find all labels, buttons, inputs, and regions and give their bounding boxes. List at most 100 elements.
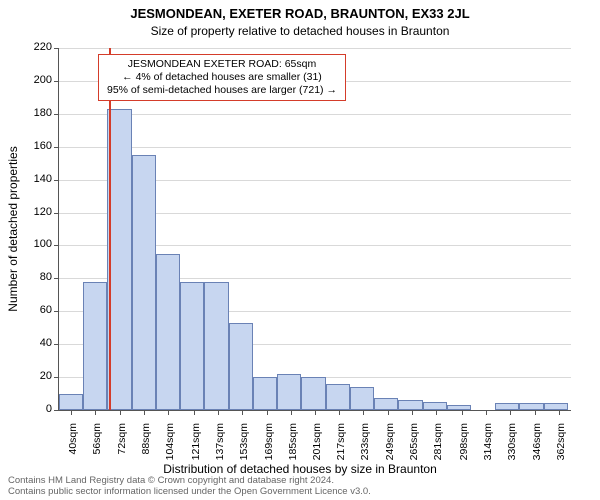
xtick-mark [363,410,364,415]
histogram-bar [519,403,543,410]
ytick-label: 220 [12,41,52,53]
xtick-mark [218,410,219,415]
ytick-label: 100 [12,238,52,250]
xtick-mark [486,410,487,415]
histogram-bar [423,402,447,410]
ytick-label: 40 [12,337,52,349]
ytick-label: 200 [12,74,52,86]
plot-area [58,48,571,411]
xtick-label: 330sqm [506,423,518,473]
xtick-mark [242,410,243,415]
xtick-mark [339,410,340,415]
ytick-mark [54,278,59,279]
xtick-mark [194,410,195,415]
ytick-mark [54,377,59,378]
xtick-mark [291,410,292,415]
xtick-label: 121sqm [190,423,202,473]
xtick-mark [436,410,437,415]
histogram-bar [59,394,83,410]
xtick-label: 40sqm [67,423,79,473]
ytick-mark [54,344,59,345]
ytick-label: 0 [12,403,52,415]
chart-subtitle: Size of property relative to detached ho… [0,24,600,38]
xtick-label: 185sqm [287,423,299,473]
ytick-mark [54,245,59,246]
y-axis-label: Number of detached properties [6,48,20,410]
histogram-bar [253,377,277,410]
ytick-label: 20 [12,370,52,382]
xtick-label: 314sqm [482,423,494,473]
info-line-larger: 95% of semi-detached houses are larger (… [107,84,337,97]
xtick-mark [388,410,389,415]
gridline-h [59,147,571,148]
xtick-mark [267,410,268,415]
histogram-bar [398,400,422,410]
ytick-label: 180 [12,107,52,119]
xtick-mark [144,410,145,415]
xtick-mark [168,410,169,415]
ytick-mark [54,147,59,148]
chart-title: JESMONDEAN, EXETER ROAD, BRAUNTON, EX33 … [0,6,600,21]
ytick-label: 160 [12,140,52,152]
reference-line [109,48,111,410]
histogram-bar [83,282,107,410]
ytick-mark [54,311,59,312]
xtick-label: 153sqm [238,423,250,473]
xtick-label: 249sqm [384,423,396,473]
xtick-label: 265sqm [408,423,420,473]
histogram-bar [350,387,374,410]
info-line-property: JESMONDEAN EXETER ROAD: 65sqm [107,58,337,71]
xtick-mark [462,410,463,415]
xtick-label: 56sqm [91,423,103,473]
histogram-bar [229,323,253,410]
xtick-label: 298sqm [458,423,470,473]
ytick-label: 60 [12,304,52,316]
xtick-label: 169sqm [263,423,275,473]
gridline-h [59,48,571,49]
xtick-label: 346sqm [531,423,543,473]
histogram-bar [301,377,325,410]
xtick-mark [71,410,72,415]
histogram-bar [544,403,568,410]
ytick-mark [54,48,59,49]
reference-info-box: JESMONDEAN EXETER ROAD: 65sqm ← 4% of de… [98,54,346,101]
xtick-mark [559,410,560,415]
xtick-label: 233sqm [359,423,371,473]
ytick-label: 140 [12,173,52,185]
xtick-mark [95,410,96,415]
xtick-label: 88sqm [140,423,152,473]
ytick-mark [54,81,59,82]
histogram-chart: JESMONDEAN, EXETER ROAD, BRAUNTON, EX33 … [0,0,600,500]
ytick-mark [54,213,59,214]
histogram-bar [204,282,228,410]
histogram-bar [495,403,519,410]
xtick-mark [510,410,511,415]
histogram-bar [180,282,204,410]
xtick-label: 362sqm [555,423,567,473]
ytick-mark [54,180,59,181]
histogram-bar [107,109,131,410]
xtick-mark [315,410,316,415]
ytick-mark [54,114,59,115]
histogram-bar [374,398,398,410]
histogram-bar [132,155,156,410]
xtick-label: 137sqm [214,423,226,473]
xtick-label: 104sqm [164,423,176,473]
xtick-mark [120,410,121,415]
gridline-h [59,114,571,115]
ytick-label: 120 [12,206,52,218]
xtick-mark [535,410,536,415]
histogram-bar [447,405,471,410]
ytick-label: 80 [12,271,52,283]
histogram-bar [326,384,350,410]
xtick-label: 281sqm [432,423,444,473]
xtick-label: 217sqm [335,423,347,473]
xtick-label: 72sqm [116,423,128,473]
info-line-smaller: ← 4% of detached houses are smaller (31) [107,71,337,84]
xtick-label: 201sqm [311,423,323,473]
ytick-mark [54,410,59,411]
attribution-footer: Contains HM Land Registry data © Crown c… [8,476,371,498]
footer-line-2: Contains public sector information licen… [8,487,371,498]
histogram-bar [156,254,180,410]
histogram-bar [277,374,301,410]
